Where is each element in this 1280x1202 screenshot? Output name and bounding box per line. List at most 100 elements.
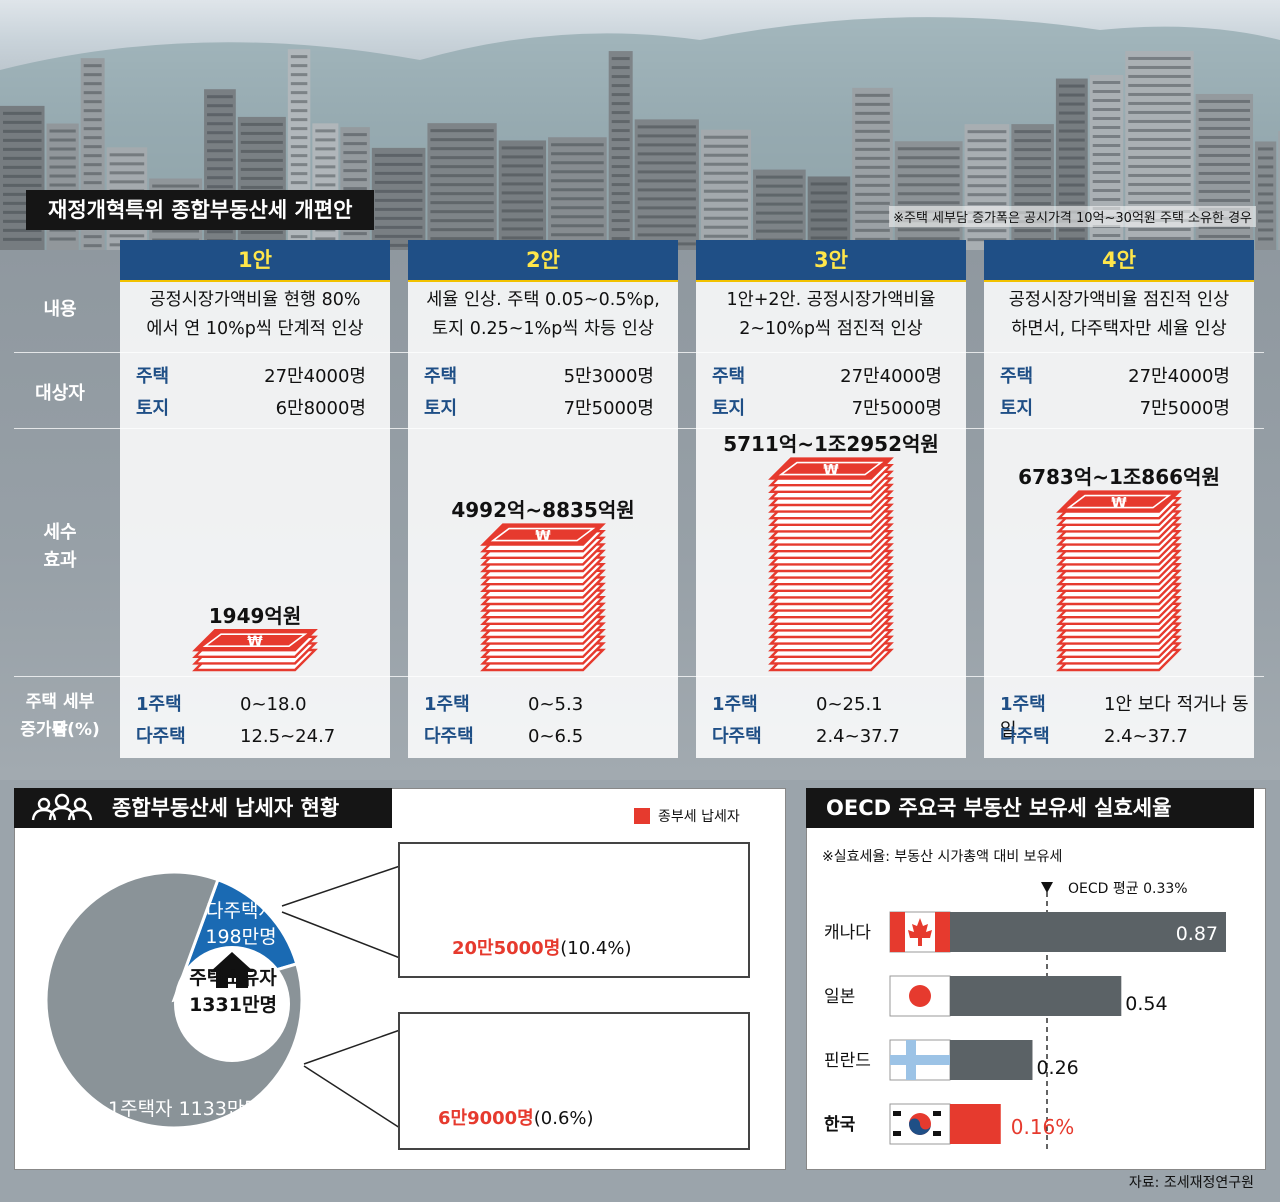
bill-border — [778, 461, 884, 476]
legend-swatch — [634, 808, 650, 824]
row-label-content: 내용 — [43, 299, 77, 320]
burden-multi: 다주택 12.5~24.7 — [136, 722, 335, 748]
desc-line: 2~10%p씩 점진적 인상 — [739, 319, 923, 339]
revenue-stack: ₩ — [1056, 490, 1182, 672]
won-symbol: ₩ — [247, 634, 263, 650]
burden-multi-value: 12.5~24.7 — [240, 726, 336, 747]
single-taxpayer-label: 6만9000명(0.6%) — [438, 1104, 594, 1130]
target-house: 주택 5만3000명 — [424, 362, 654, 388]
single-taxpayer-pct: (0.6%) — [533, 1108, 594, 1129]
revenue-stack: ₩ — [192, 629, 318, 672]
target-house: 주택 27만4000명 — [1000, 362, 1230, 388]
won-symbol: ₩ — [1111, 496, 1127, 512]
target-land-label: 토지 — [1000, 398, 1034, 419]
revenue-amount: 1949억원 — [208, 603, 302, 628]
revenue-amount: 5711억~1조2952억원 — [723, 432, 939, 456]
country-label: 일본 — [824, 987, 855, 1007]
pie-center-label: 주택소유자 — [189, 967, 277, 989]
multi-callout — [398, 842, 750, 978]
plan-header: 2안 — [408, 240, 678, 282]
taxpayer-title: 종합부동산세 납세자 현황 — [14, 788, 392, 828]
revenue-stack: ₩ — [480, 523, 606, 672]
desc-line: 공정시장가액비율 점진적 인상 — [1008, 290, 1230, 310]
target-house-value: 27만4000명 — [264, 366, 366, 387]
oecd-note: ※실효세율: 부동산 시가총액 대비 보유세 — [822, 849, 1063, 865]
burden-single-label: 1주택 — [424, 694, 470, 715]
target-land: 토지 7만5000명 — [424, 394, 654, 420]
oecd-value-label: 0.54 — [1125, 993, 1167, 1015]
desc-line: 토지 0.25~1%p씩 차등 인상 — [432, 319, 654, 339]
bill-top — [195, 630, 315, 651]
target-house-label: 주택 — [1000, 366, 1034, 387]
desc-line: 공정시장가액비율 현행 80% — [149, 290, 361, 310]
target-house: 주택 27만4000명 — [136, 362, 366, 388]
oecd-value-label: 0.87 — [1176, 923, 1218, 945]
legend-label: 종부세 납세자 — [658, 809, 740, 825]
target-land-label: 토지 — [712, 398, 746, 419]
oecd-bar — [950, 912, 1226, 952]
taxpayer-title-text: 종합부동산세 납세자 현황 — [112, 796, 340, 820]
single-callout — [398, 1012, 750, 1150]
plan-description: 세율 인상. 주택 0.05~0.5%p, 토지 0.25~1%p씩 차등 인상 — [408, 286, 678, 344]
oecd-bar — [950, 1104, 1001, 1144]
plan-header: 1안 — [120, 240, 390, 282]
bill-top — [771, 458, 891, 479]
plan-header: 3안 — [696, 240, 966, 282]
multi-taxpayer-label: 20만5000명(10.4%) — [452, 934, 632, 960]
desc-line: 하면서, 다주택자만 세율 인상 — [1011, 319, 1227, 339]
plan-column-3: 3안 1안+2안. 공정시장가액비율 2~10%p씩 점진적 인상 주택 27만4000… — [696, 240, 966, 758]
bill-border — [490, 527, 596, 542]
revenue-amount: 4992억~8835억원 — [451, 498, 635, 522]
target-land-label: 토지 — [424, 398, 458, 419]
target-land-value: 7만5000명 — [1139, 398, 1230, 419]
callout-leader — [303, 1029, 401, 1129]
won-symbol: ₩ — [535, 529, 551, 545]
won-symbol: ₩ — [823, 463, 839, 479]
burden-single-label: 1주택 — [136, 694, 182, 715]
target-land: 토지 6만8000명 — [136, 394, 366, 420]
burden-single: 1주택 1안 보다 적거나 동일 — [1000, 690, 1254, 742]
desc-line: 1안+2안. 공정시장가액비율 — [726, 290, 936, 310]
oecd-bar — [950, 1040, 1033, 1080]
burden-single-value: 0~18.0 — [240, 694, 307, 715]
multi-taxpayer-count: 20만5000명 — [452, 938, 561, 959]
target-land-value: 6만8000명 — [275, 398, 366, 419]
target-house-value: 27만4000명 — [840, 366, 942, 387]
plan-header: 4안 — [984, 240, 1254, 282]
row-label-burden-1: 주택 세부담 — [25, 692, 95, 740]
revenue-amount: 6783억~1조866억원 — [1018, 465, 1220, 489]
burden-single-value: 0~5.3 — [528, 694, 584, 715]
oecd-avg: OECD 평균 0.33% — [1068, 878, 1188, 898]
plan-description: 1안+2안. 공정시장가액비율 2~10%p씩 점진적 인상 — [696, 286, 966, 344]
oecd-value-label: 0.26 — [1036, 1057, 1078, 1079]
target-land: 토지 7만5000명 — [1000, 394, 1230, 420]
burden-multi-label: 다주택 — [136, 726, 186, 747]
burden-multi: 다주택 2.4~37.7 — [1000, 722, 1188, 748]
target-house-label: 주택 — [424, 366, 458, 387]
burden-multi-label: 다주택 — [1000, 726, 1050, 747]
target-land-value: 7만5000명 — [563, 398, 654, 419]
multi-taxpayer-pct: (10.4%) — [560, 938, 632, 959]
row-label-burden-2: 증가폭(%) — [20, 720, 100, 740]
plan-description: 공정시장가액비율 현행 80% 에서 연 10%p씩 단계적 인상 — [120, 286, 390, 344]
oecd-avg-value: 0.33% — [1143, 881, 1188, 897]
burden-multi-label: 다주택 — [424, 726, 474, 747]
target-house-label: 주택 — [136, 366, 170, 387]
bill-border — [1066, 494, 1172, 509]
pie-slice — [44, 870, 304, 1130]
burden-single-value: 1안 보다 적거나 동일 — [1000, 694, 1249, 741]
target-land: 토지 7만5000명 — [712, 394, 942, 420]
desc-line: 에서 연 10%p씩 단계적 인상 — [146, 319, 364, 339]
row-label-target: 대상자 — [35, 383, 85, 404]
burden-single-label: 1주택 — [712, 694, 758, 715]
burden-single-label: 1주택 — [1000, 694, 1046, 715]
pie-single-label: 1주택자 1133만명 — [108, 1098, 262, 1120]
bill-border — [202, 633, 308, 647]
single-bar-value: 1133만명 — [624, 1050, 712, 1074]
header-note: ※주택 세부담 증가폭은 공시가격 10억~30억원 주택 소유한 경우 — [889, 206, 1256, 227]
bill-top — [483, 524, 603, 545]
